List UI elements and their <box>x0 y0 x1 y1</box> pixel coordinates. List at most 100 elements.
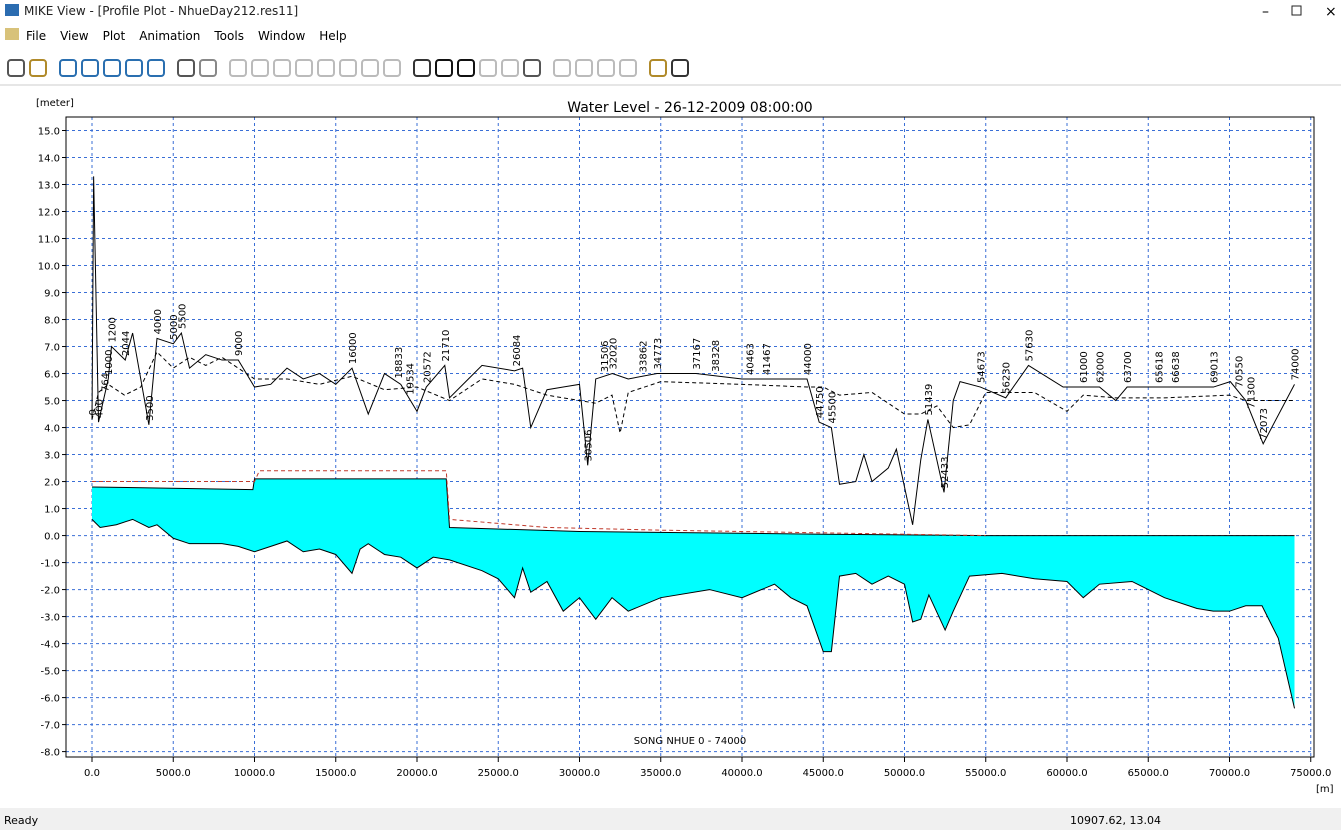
tool-button[interactable] <box>457 59 475 77</box>
chainage-label: 5000 <box>169 314 180 339</box>
tool-button[interactable] <box>671 59 689 77</box>
chainage-label: 16000 <box>348 332 359 364</box>
chart: Water Level - 26-12-2009 08:00:00 [meter]… <box>36 98 1334 795</box>
chart-title: Water Level - 26-12-2009 08:00:00 <box>567 100 812 116</box>
menu-item[interactable]: Animation <box>139 29 200 43</box>
chainage-label: 41467 <box>762 343 773 375</box>
y-tick-label: 8.0 <box>44 316 60 327</box>
restore-button[interactable] <box>1291 5 1302 16</box>
app-icon <box>5 4 19 16</box>
x-tick-label: 20000.0 <box>396 768 437 779</box>
menu-item[interactable]: Window <box>258 29 306 43</box>
menu-item[interactable]: Tools <box>213 29 244 43</box>
chainage-label: 0 <box>88 409 99 415</box>
y-tick-label: -6.0 <box>40 694 60 705</box>
tool-button[interactable] <box>413 59 431 77</box>
status-text: Ready <box>4 814 39 827</box>
chainage-label: 400 <box>95 399 106 418</box>
x-tick-label: 10000.0 <box>234 768 275 779</box>
tool-button[interactable] <box>317 59 335 77</box>
chainage-label: 70550 <box>1234 356 1245 388</box>
tool-button[interactable] <box>7 59 25 77</box>
chainage-label: 32020 <box>608 338 619 370</box>
tool-button[interactable] <box>339 59 357 77</box>
menu-item[interactable]: File <box>26 29 46 43</box>
chainage-label: 1200 <box>108 317 119 342</box>
minimize-button[interactable]: – <box>1262 4 1269 20</box>
chainage-label: 54673 <box>976 351 987 383</box>
profile-line <box>91 176 1295 525</box>
profile-footer: SONG NHUE 0 - 74000 <box>634 736 747 747</box>
close-button[interactable]: × <box>1325 4 1337 20</box>
tool-button[interactable] <box>383 59 401 77</box>
x-tick-label: 50000.0 <box>884 768 925 779</box>
tool-button[interactable] <box>125 59 143 77</box>
x-tick-label: 15000.0 <box>315 768 356 779</box>
chainage-label: 30506 <box>584 430 595 462</box>
chainage-label: 52433 <box>940 457 951 489</box>
y-tick-label: 3.0 <box>44 451 60 462</box>
profile-line <box>91 518 1295 709</box>
y-tick-label: 1.0 <box>44 505 60 516</box>
y-tick-label: 11.0 <box>38 235 60 246</box>
chainage-label: 38328 <box>711 340 722 372</box>
chainage-label: 20572 <box>422 351 433 383</box>
chainage-label: 31506 <box>600 340 611 372</box>
y-tick-label: -1.0 <box>40 559 60 570</box>
x-tick-label: 30000.0 <box>559 768 600 779</box>
profile-line <box>92 470 986 537</box>
y-tick-label: 2.0 <box>44 478 60 489</box>
tool-button[interactable] <box>435 59 453 77</box>
chainage-label: 37167 <box>692 338 703 370</box>
tool-button[interactable] <box>479 59 497 77</box>
x-tick-label: 55000.0 <box>965 768 1006 779</box>
chainage-label: 18833 <box>394 347 405 379</box>
tool-button[interactable] <box>553 59 571 77</box>
chainage-label: 51439 <box>924 384 935 416</box>
tool-button[interactable] <box>177 59 195 77</box>
x-tick-label: 40000.0 <box>721 768 762 779</box>
tool-button[interactable] <box>251 59 269 77</box>
tool-button[interactable] <box>229 59 247 77</box>
menu-item[interactable]: View <box>60 29 89 43</box>
menu-item[interactable]: Help <box>319 29 346 43</box>
tool-button[interactable] <box>59 59 77 77</box>
chainage-label: 3500 <box>145 395 156 420</box>
plot-frame <box>65 116 1315 758</box>
chainage-label: 4000 <box>153 309 164 334</box>
chainage-label: 26084 <box>512 335 523 367</box>
menu-item[interactable]: Plot <box>103 29 126 43</box>
tool-button[interactable] <box>523 59 541 77</box>
water-area <box>92 478 1295 709</box>
x-tick-label: 65000.0 <box>1128 768 1169 779</box>
tool-button[interactable] <box>575 59 593 77</box>
tool-button[interactable] <box>649 59 667 77</box>
tool-button[interactable] <box>361 59 379 77</box>
x-tick-label: 5000.0 <box>156 768 191 779</box>
window-title: MIKE View - [Profile Plot - NhueDay212.r… <box>24 4 298 18</box>
tool-button[interactable] <box>81 59 99 77</box>
tool-button[interactable] <box>501 59 519 77</box>
y-tick-label: 9.0 <box>44 289 60 300</box>
chainage-label: 72073 <box>1259 408 1270 440</box>
tool-button[interactable] <box>29 59 47 77</box>
chainage-label: 9000 <box>234 331 245 356</box>
tool-button[interactable] <box>147 59 165 77</box>
chainage-label: 74000 <box>1291 349 1302 381</box>
x-tick-label: 75000.0 <box>1290 768 1331 779</box>
tool-button[interactable] <box>619 59 637 77</box>
x-tick-label: 70000.0 <box>1209 768 1250 779</box>
chainage-label: 5500 <box>177 304 188 329</box>
tool-button[interactable] <box>103 59 121 77</box>
tool-button[interactable] <box>199 59 217 77</box>
tool-button[interactable] <box>273 59 291 77</box>
y-tick-label: -4.0 <box>40 640 60 651</box>
menu-bar: File View Plot Animation Tools Window Help <box>26 29 347 43</box>
tool-button[interactable] <box>295 59 313 77</box>
chainage-label: 45500 <box>827 392 838 424</box>
doc-icon <box>5 28 19 40</box>
y-tick-label: 4.0 <box>44 424 60 435</box>
chainage-label: 71300 <box>1247 377 1258 409</box>
tool-button[interactable] <box>597 59 615 77</box>
